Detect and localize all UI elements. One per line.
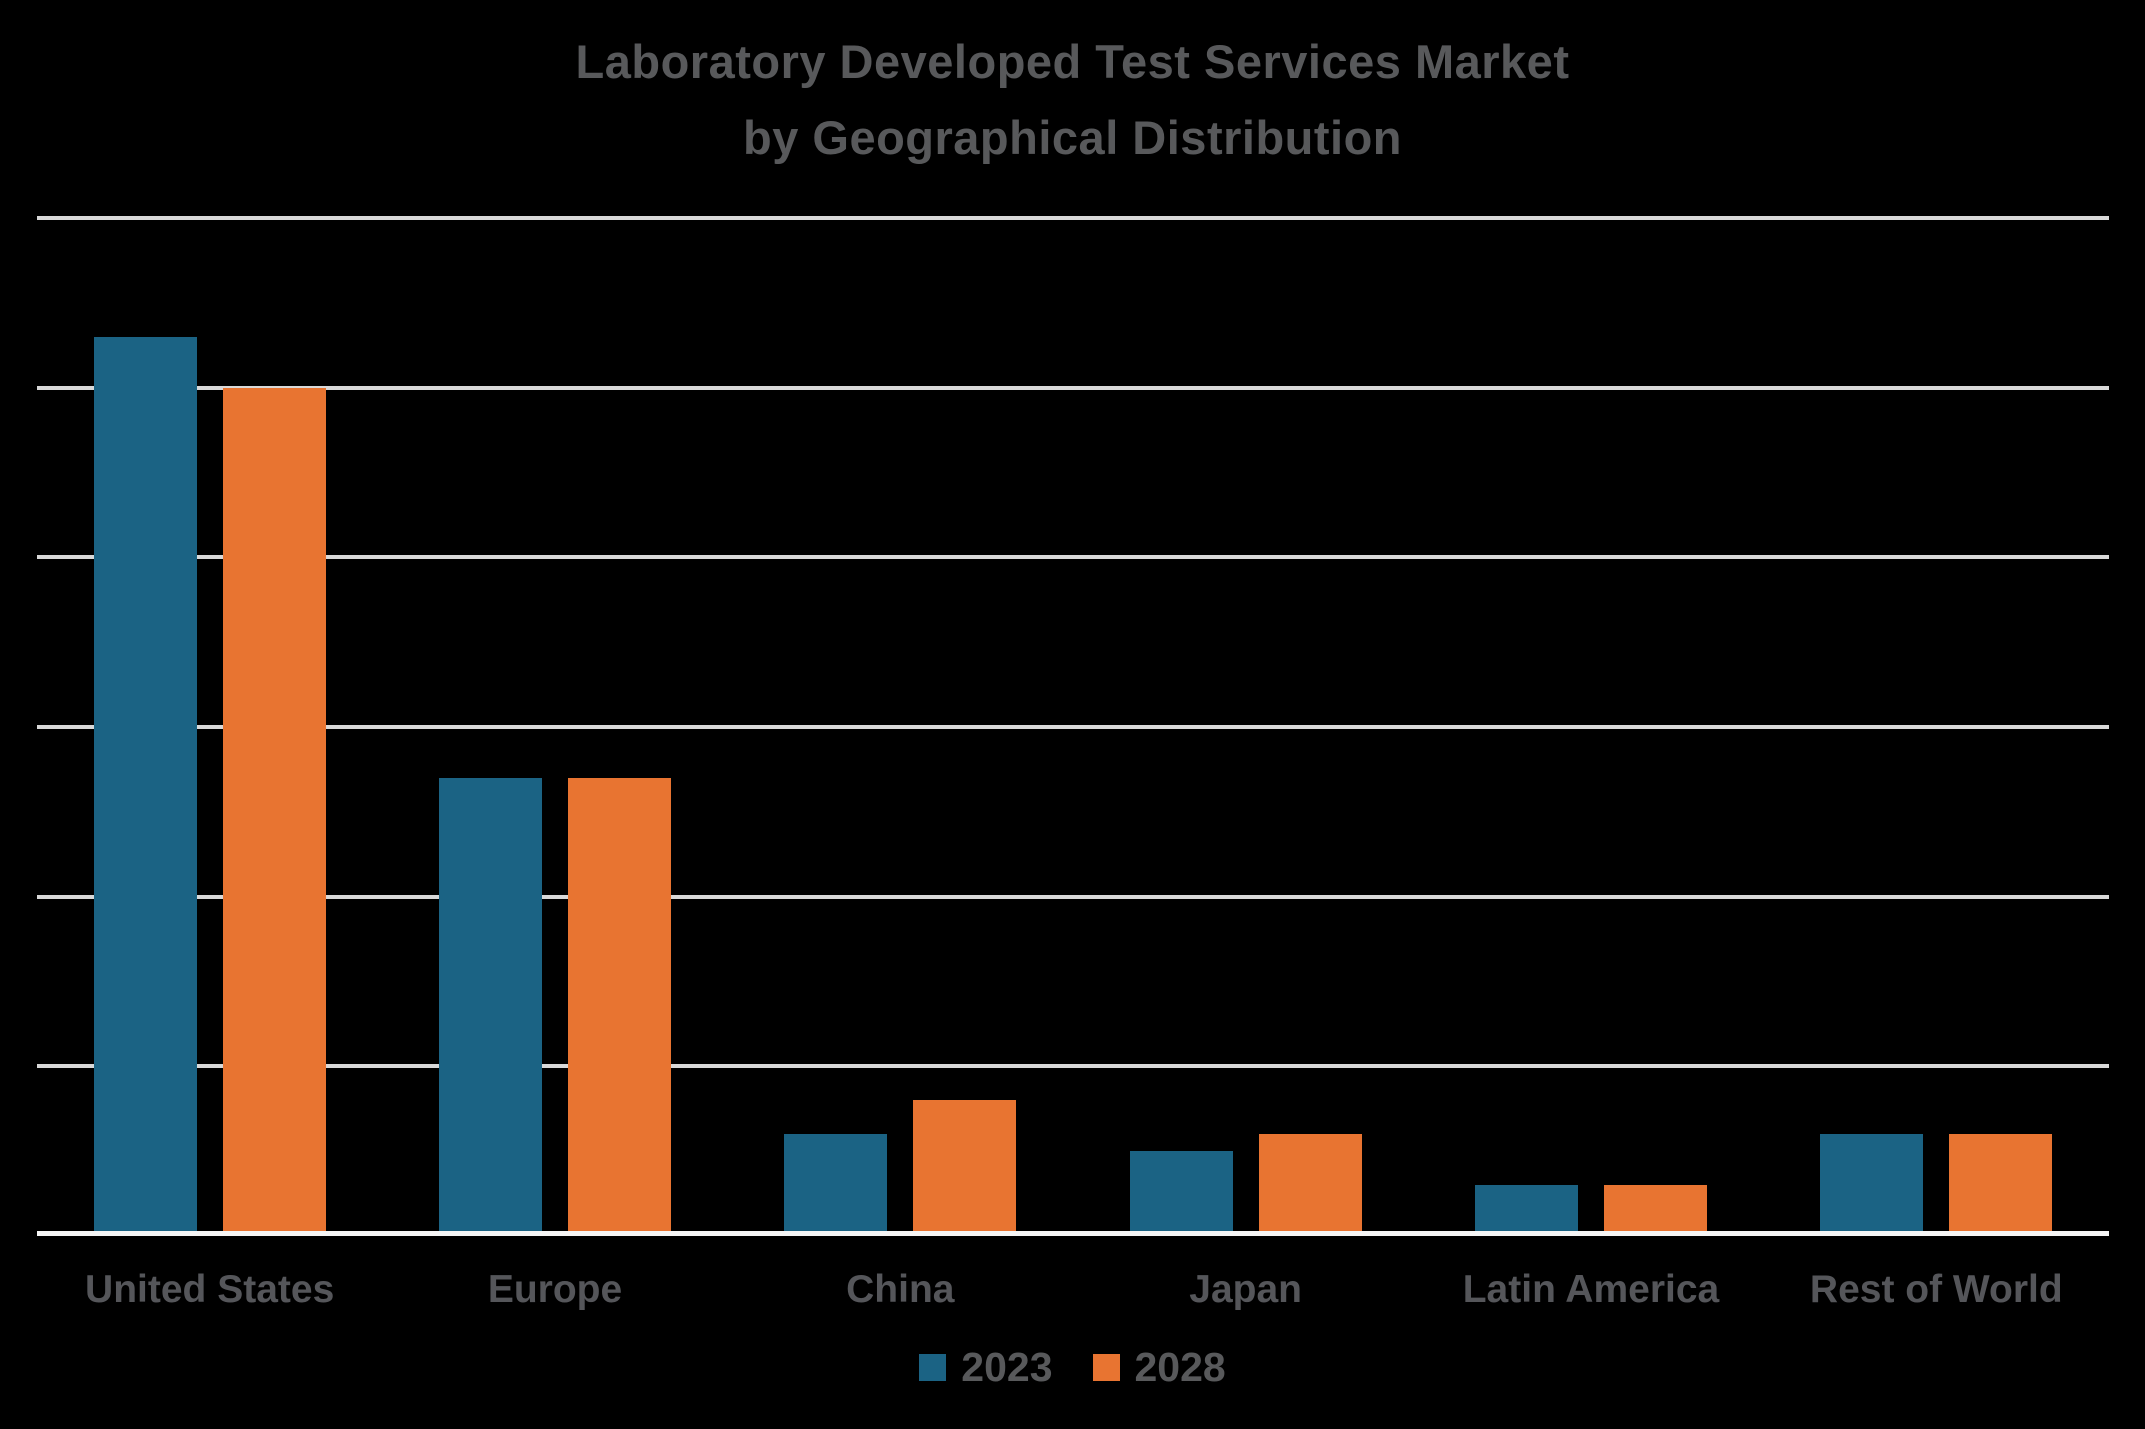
bar-europe-2028 [567, 777, 671, 1236]
plot-area [37, 216, 2109, 1236]
x-axis-labels: United States Europe China Japan Latin Ameri… [37, 1268, 2109, 1312]
bar-china-2028 [913, 1100, 1017, 1236]
legend-label-2023: 2023 [961, 1344, 1053, 1390]
legend-swatch-2023 [919, 1354, 947, 1381]
bar-group-japan [1073, 218, 1418, 1236]
bar-japan-2023 [1129, 1151, 1233, 1236]
bar-rest-of-world-2028 [1949, 1134, 2053, 1236]
bar-latin-america-2028 [1603, 1185, 1707, 1236]
chart-title-line2: by Geographical Distribution [742, 111, 1402, 164]
bar-latin-america-2023 [1474, 1185, 1578, 1236]
gridline-60 [37, 216, 2109, 220]
bar-europe-2023 [438, 777, 542, 1236]
legend-swatch-2028 [1092, 1354, 1120, 1381]
chart-title-line1: Laboratory Developed Test Services Marke… [575, 35, 1570, 88]
gridline-10 [37, 1064, 2109, 1069]
gridline-30 [37, 725, 2109, 729]
category-label-latin-america: Latin America [1462, 1268, 1720, 1311]
gridline-40 [37, 555, 2109, 560]
category-label-rest-of-world: Rest of World [1809, 1268, 2063, 1311]
legend-label-2028: 2028 [1134, 1344, 1226, 1390]
chart-title: Laboratory Developed Test Services Marke… [0, 24, 2145, 176]
category-label-united-states: United States [85, 1268, 335, 1311]
bar-group-china [728, 218, 1073, 1236]
gridline-20 [37, 894, 2109, 899]
bar-japan-2028 [1258, 1134, 1362, 1236]
category-label-japan: Japan [1189, 1268, 1302, 1311]
bar-china-2023 [784, 1134, 888, 1236]
bar-group-latin-america [1418, 218, 1763, 1236]
legend: 2023 2028 [0, 1344, 2145, 1391]
category-label-europe: Europe [487, 1268, 623, 1311]
bar-united-states-2028 [222, 387, 326, 1236]
gridline-50 [37, 385, 2109, 390]
x-axis-baseline [37, 1231, 2109, 1236]
bar-group-europe [382, 218, 727, 1236]
bar-group-rest-of-world [1764, 218, 2109, 1236]
bar-united-states-2023 [93, 336, 197, 1236]
legend-item-2028: 2028 [1092, 1344, 1226, 1391]
category-label-china: China [846, 1268, 955, 1311]
bar-rest-of-world-2023 [1820, 1134, 1924, 1236]
legend-item-2023: 2023 [919, 1344, 1053, 1391]
bars-layer [37, 218, 2109, 1236]
bar-group-united-states [37, 218, 382, 1236]
